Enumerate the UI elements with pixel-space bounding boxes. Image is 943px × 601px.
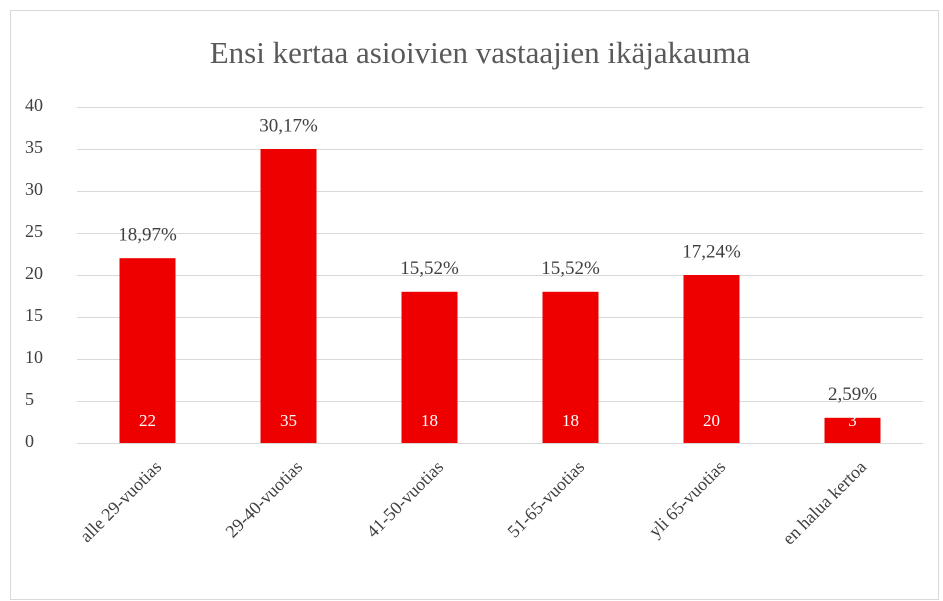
value-label: 20 (703, 411, 720, 430)
y-tick-label: 35 (25, 137, 43, 157)
percent-label: 2,59% (828, 384, 877, 405)
value-label: 22 (139, 411, 156, 430)
value-label: 18 (562, 411, 579, 430)
value-label: 3 (848, 411, 857, 430)
y-tick-label: 20 (25, 263, 43, 283)
bar (824, 417, 881, 443)
bar (119, 258, 176, 443)
value-label: 35 (280, 411, 297, 430)
y-tick-label: 5 (25, 389, 34, 409)
y-tick-label: 25 (25, 221, 43, 241)
percent-label: 15,52% (400, 258, 459, 279)
bar (683, 275, 740, 443)
percent-label: 17,24% (682, 241, 741, 262)
bar (401, 291, 458, 443)
chart-title: Ensi kertaa asioivien vastaajien ikäjaka… (210, 35, 751, 70)
percent-label: 18,97% (118, 225, 177, 246)
y-tick-label: 10 (25, 347, 43, 367)
y-tick-label: 30 (25, 179, 43, 199)
y-tick-label: 15 (25, 305, 43, 325)
bar (260, 149, 317, 443)
bar (542, 291, 599, 443)
percent-label: 15,52% (541, 258, 600, 279)
percent-label: 30,17% (259, 115, 318, 136)
y-tick-label: 0 (25, 431, 34, 451)
y-tick-label: 40 (25, 95, 43, 115)
value-label: 18 (421, 411, 438, 430)
